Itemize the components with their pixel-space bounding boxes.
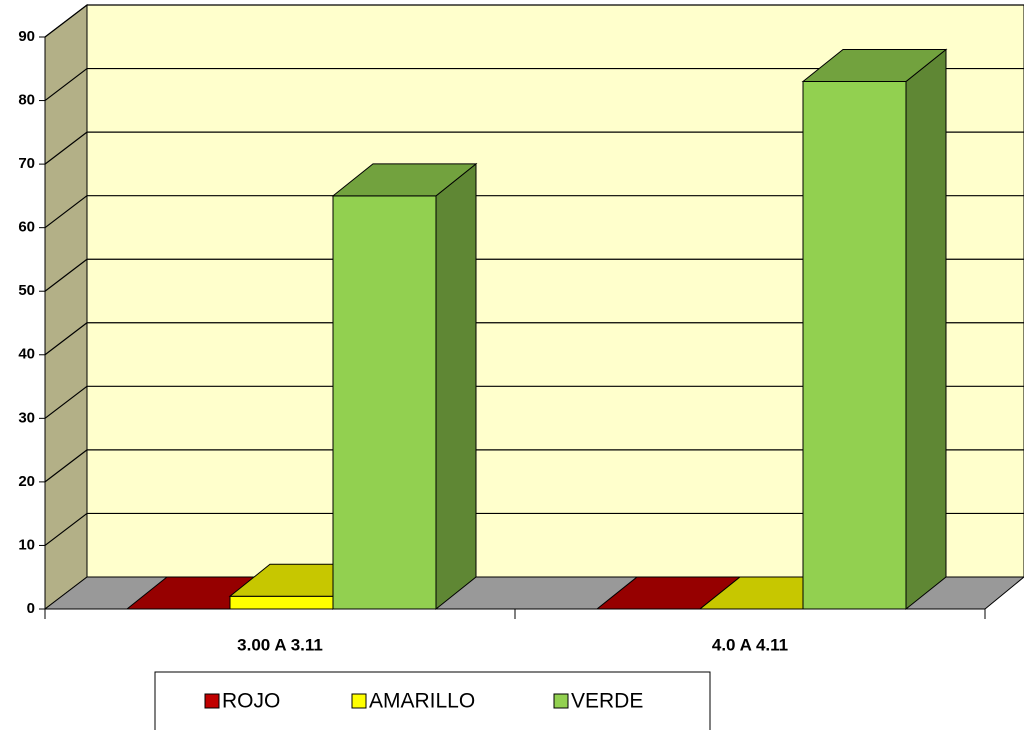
grid-line bbox=[44, 67, 1024, 102]
legend-swatch bbox=[204, 693, 220, 709]
bar bbox=[801, 48, 948, 611]
bar-front bbox=[332, 195, 437, 610]
y-tick-label: 20 bbox=[18, 473, 35, 490]
bar-front bbox=[229, 595, 334, 610]
bar-top bbox=[801, 48, 948, 82]
grid-line bbox=[44, 385, 1024, 419]
grid-line bbox=[44, 322, 1024, 356]
y-tick-label: 70 bbox=[18, 155, 35, 172]
legend-label: AMARILLO bbox=[369, 690, 475, 713]
grid-line bbox=[44, 512, 1024, 546]
y-tick-label: 50 bbox=[18, 282, 35, 299]
legend bbox=[154, 671, 711, 730]
y-tick-label: 40 bbox=[18, 346, 35, 363]
y-tick-label: 30 bbox=[18, 409, 35, 426]
grid-line bbox=[44, 195, 1024, 229]
x-tick-label: 4.0 A 4.11 bbox=[712, 635, 788, 654]
grid-line bbox=[44, 258, 1024, 292]
legend-swatch bbox=[351, 693, 367, 709]
legend-label: VERDE bbox=[571, 690, 643, 713]
bar-side bbox=[435, 162, 477, 611]
x-tick-label: 3.00 A 3.11 bbox=[237, 635, 323, 654]
bar-front bbox=[802, 80, 907, 610]
y-tick-label: 90 bbox=[18, 28, 35, 45]
bar-top bbox=[331, 163, 478, 197]
bar bbox=[331, 162, 478, 611]
legend-label: ROJO bbox=[222, 690, 280, 713]
grid-line bbox=[44, 4, 1024, 38]
legend-swatch bbox=[553, 693, 569, 709]
y-tick-label: 0 bbox=[27, 600, 35, 617]
y-tick-label: 80 bbox=[18, 92, 35, 109]
y-tick-label: 60 bbox=[18, 219, 35, 236]
y-tick-label: 10 bbox=[18, 536, 35, 553]
bar-side bbox=[905, 48, 947, 611]
grid-line bbox=[44, 449, 1024, 483]
grid-line bbox=[44, 131, 1024, 165]
